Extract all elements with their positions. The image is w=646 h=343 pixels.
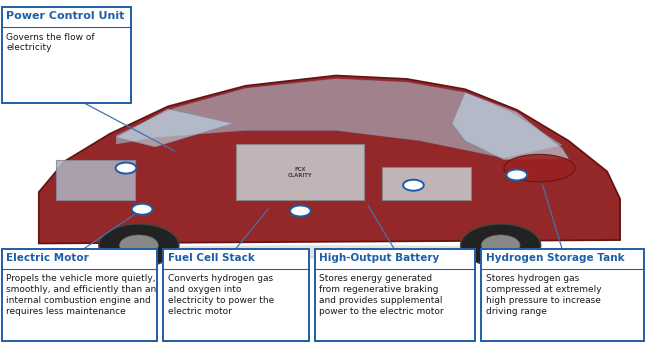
FancyBboxPatch shape <box>56 160 135 200</box>
Text: Governs the flow of
electricity: Governs the flow of electricity <box>6 33 95 52</box>
Bar <box>2 249 157 341</box>
Text: Converts hydrogen gas
and oxygen into
electricity to power the
electric motor: Converts hydrogen gas and oxygen into el… <box>168 274 274 316</box>
Circle shape <box>132 204 152 215</box>
Polygon shape <box>452 93 568 159</box>
Ellipse shape <box>45 245 614 259</box>
Polygon shape <box>39 75 620 244</box>
Bar <box>163 249 309 341</box>
Bar <box>315 249 475 341</box>
Polygon shape <box>116 79 562 158</box>
Polygon shape <box>116 109 233 147</box>
Text: FCX
CLARITY: FCX CLARITY <box>288 167 313 178</box>
FancyBboxPatch shape <box>236 144 364 200</box>
Circle shape <box>120 235 158 256</box>
Circle shape <box>461 224 541 267</box>
Text: High-Output Battery: High-Output Battery <box>319 253 439 263</box>
Circle shape <box>403 180 424 191</box>
Circle shape <box>481 235 520 256</box>
Circle shape <box>290 205 311 216</box>
Circle shape <box>506 169 527 180</box>
Text: Power Control Unit: Power Control Unit <box>6 11 125 21</box>
Text: Stores hydrogen gas
compressed at extremely
high pressure to increase
driving ra: Stores hydrogen gas compressed at extrem… <box>486 274 601 316</box>
FancyBboxPatch shape <box>382 167 471 200</box>
Text: Hydrogen Storage Tank: Hydrogen Storage Tank <box>486 253 625 263</box>
Text: Stores energy generated
from regenerative braking
and provides supplemental
powe: Stores energy generated from regenerativ… <box>319 274 444 316</box>
Text: Propels the vehicle more quietly,
smoothly, and efficiently than an
internal com: Propels the vehicle more quietly, smooth… <box>6 274 157 316</box>
Ellipse shape <box>504 154 575 182</box>
Text: Fuel Cell Stack: Fuel Cell Stack <box>168 253 255 263</box>
Bar <box>0 0 646 250</box>
Circle shape <box>99 224 179 267</box>
Bar <box>2 7 131 103</box>
Bar <box>481 249 644 341</box>
Circle shape <box>116 163 136 174</box>
Text: Electric Motor: Electric Motor <box>6 253 89 263</box>
